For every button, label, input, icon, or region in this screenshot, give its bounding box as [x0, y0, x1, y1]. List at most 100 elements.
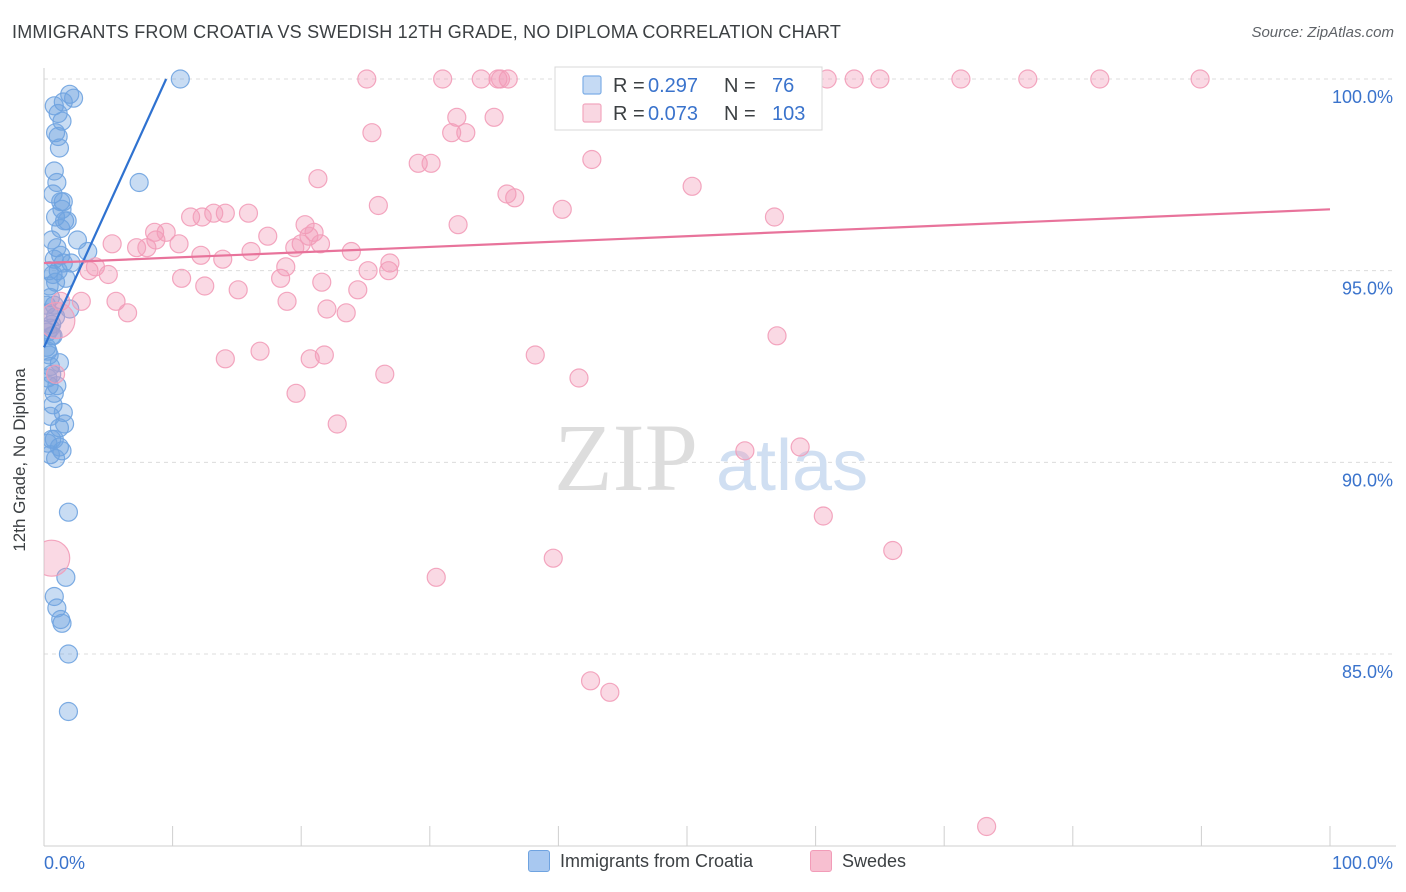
swedes-point-70 [71, 291, 91, 311]
swedes-point-30 [308, 169, 328, 189]
legend-stats-box [554, 66, 823, 131]
croatia-point-49 [47, 598, 67, 618]
swedes-point-45 [304, 222, 324, 242]
swedes-point-2 [471, 69, 491, 89]
y-tick-label-1: 90.0% [1342, 470, 1393, 490]
swedes-point-22 [447, 107, 467, 127]
swedes-point-39 [181, 207, 201, 227]
swedes-point-90 [580, 671, 601, 691]
swedes-point-33 [505, 188, 525, 208]
legend-label-croatia: Immigrants from Croatia [560, 850, 754, 871]
croatia-point-64 [44, 264, 63, 285]
croatia-point-33 [44, 345, 59, 365]
croatia-trend-line [42, 78, 168, 348]
legend-stats-n-label-1: N = [724, 103, 756, 125]
swedes-point-59 [380, 253, 400, 273]
croatia-point-73 [51, 192, 71, 212]
swedes-point-77 [375, 364, 395, 384]
swedes-point-51 [169, 234, 189, 254]
croatia-point-46 [58, 502, 79, 522]
swedes-point-80 [327, 414, 347, 434]
swedes-point-91 [977, 816, 997, 837]
swedes-point-37 [215, 203, 235, 223]
swedes-point-76 [525, 345, 545, 365]
y-tick-label-2: 95.0% [1342, 279, 1393, 299]
x-tick-label-min: 0.0% [44, 853, 85, 873]
swedes-point-85 [883, 540, 903, 561]
swedes-point-0 [357, 69, 377, 89]
tick-labels: 85.0% 90.0% 95.0% 100.0% 0.0% 100.0% [44, 87, 1393, 873]
croatia-point-59 [44, 341, 58, 361]
watermark-atlas: atlas [716, 426, 868, 506]
swedes-point-50 [102, 234, 122, 254]
swedes-point-16 [951, 69, 971, 89]
legend-stats-r-label-0: R = [613, 75, 645, 97]
swedes-point-54 [285, 238, 305, 258]
swedes-point-61 [358, 261, 378, 281]
croatia-point-39 [44, 395, 63, 415]
swedes-point-67 [277, 291, 297, 311]
swedes-point-72 [767, 326, 787, 346]
swedes-point-47 [258, 226, 278, 246]
swedes-point-74 [300, 349, 320, 369]
grid-lines [44, 78, 1396, 655]
swedes-point-86 [543, 548, 563, 568]
croatia-point-7 [49, 138, 70, 158]
croatia-point-55 [129, 172, 149, 193]
swedes-point-20 [490, 69, 511, 89]
croatia-point-52 [58, 644, 79, 664]
swedes-point-87 [426, 567, 446, 587]
legend-label-swedes: Swedes [842, 850, 907, 871]
croatia-point-12 [52, 199, 72, 219]
y-tick-label-0: 85.0% [1342, 662, 1393, 682]
chart-title: IMMIGRANTS FROM CROATIA VS SWEDISH 12TH … [12, 22, 842, 42]
swedes-point-68 [317, 299, 337, 319]
swedes-point-27 [582, 149, 602, 170]
watermark: ZIP atlas [554, 404, 868, 511]
swedes-point-95 [146, 230, 166, 250]
legend-bottom: Immigrants from Croatia Swedes [0, 850, 1406, 880]
swedes-point-1 [433, 69, 453, 89]
swedes-point-99 [336, 303, 356, 323]
croatia-point-75 [44, 429, 64, 449]
croatia-point-48 [44, 586, 64, 607]
swedes-point-64 [312, 272, 332, 292]
swedes-point-25 [442, 123, 462, 143]
swedes-point-58 [213, 249, 233, 269]
source-label: Source: ZipAtlas.com [1251, 24, 1394, 41]
legend-swatch-swedes [810, 850, 832, 872]
swedes-point-101 [156, 222, 176, 242]
legend-item-swedes: Swedes [810, 850, 906, 872]
swedes-point-66 [348, 280, 368, 300]
swedes-point-19 [1190, 69, 1210, 89]
swedes-point-65 [195, 276, 215, 296]
swedes-point-60 [276, 257, 296, 277]
y-tick-label-3: 100.0% [1332, 87, 1393, 107]
swedes-point-36 [204, 203, 224, 223]
legend-stats-swatch-0 [582, 75, 602, 95]
swedes-point-35 [552, 199, 572, 219]
watermark-zip: ZIP [554, 404, 698, 511]
croatia-point-54 [170, 69, 190, 89]
legend-swatch-croatia [528, 850, 550, 872]
swedes-point-17 [1018, 69, 1038, 89]
legend-stats-r-label-1: R = [613, 103, 645, 125]
croatia-point-4 [52, 111, 72, 131]
legend-stats-r-value-0: 0.297 [648, 75, 698, 97]
swedes-point-94 [117, 303, 138, 323]
swedes-point-81 [45, 364, 66, 384]
croatia-point-60 [63, 88, 84, 108]
swedes-point-15 [870, 69, 890, 89]
swedes-point-96 [172, 268, 192, 288]
swedes-point-78 [569, 368, 589, 388]
swedes-trend-line [43, 208, 1331, 265]
swedes-point-34 [368, 195, 388, 216]
swedes-point-23 [484, 107, 504, 127]
swedes-point-100 [215, 349, 235, 369]
swedes-point-75 [314, 345, 334, 365]
croatia-point-9 [47, 172, 67, 193]
croatia-point-61 [57, 211, 77, 231]
swedes-point-89 [600, 682, 620, 702]
croatia-point-70 [44, 276, 59, 296]
